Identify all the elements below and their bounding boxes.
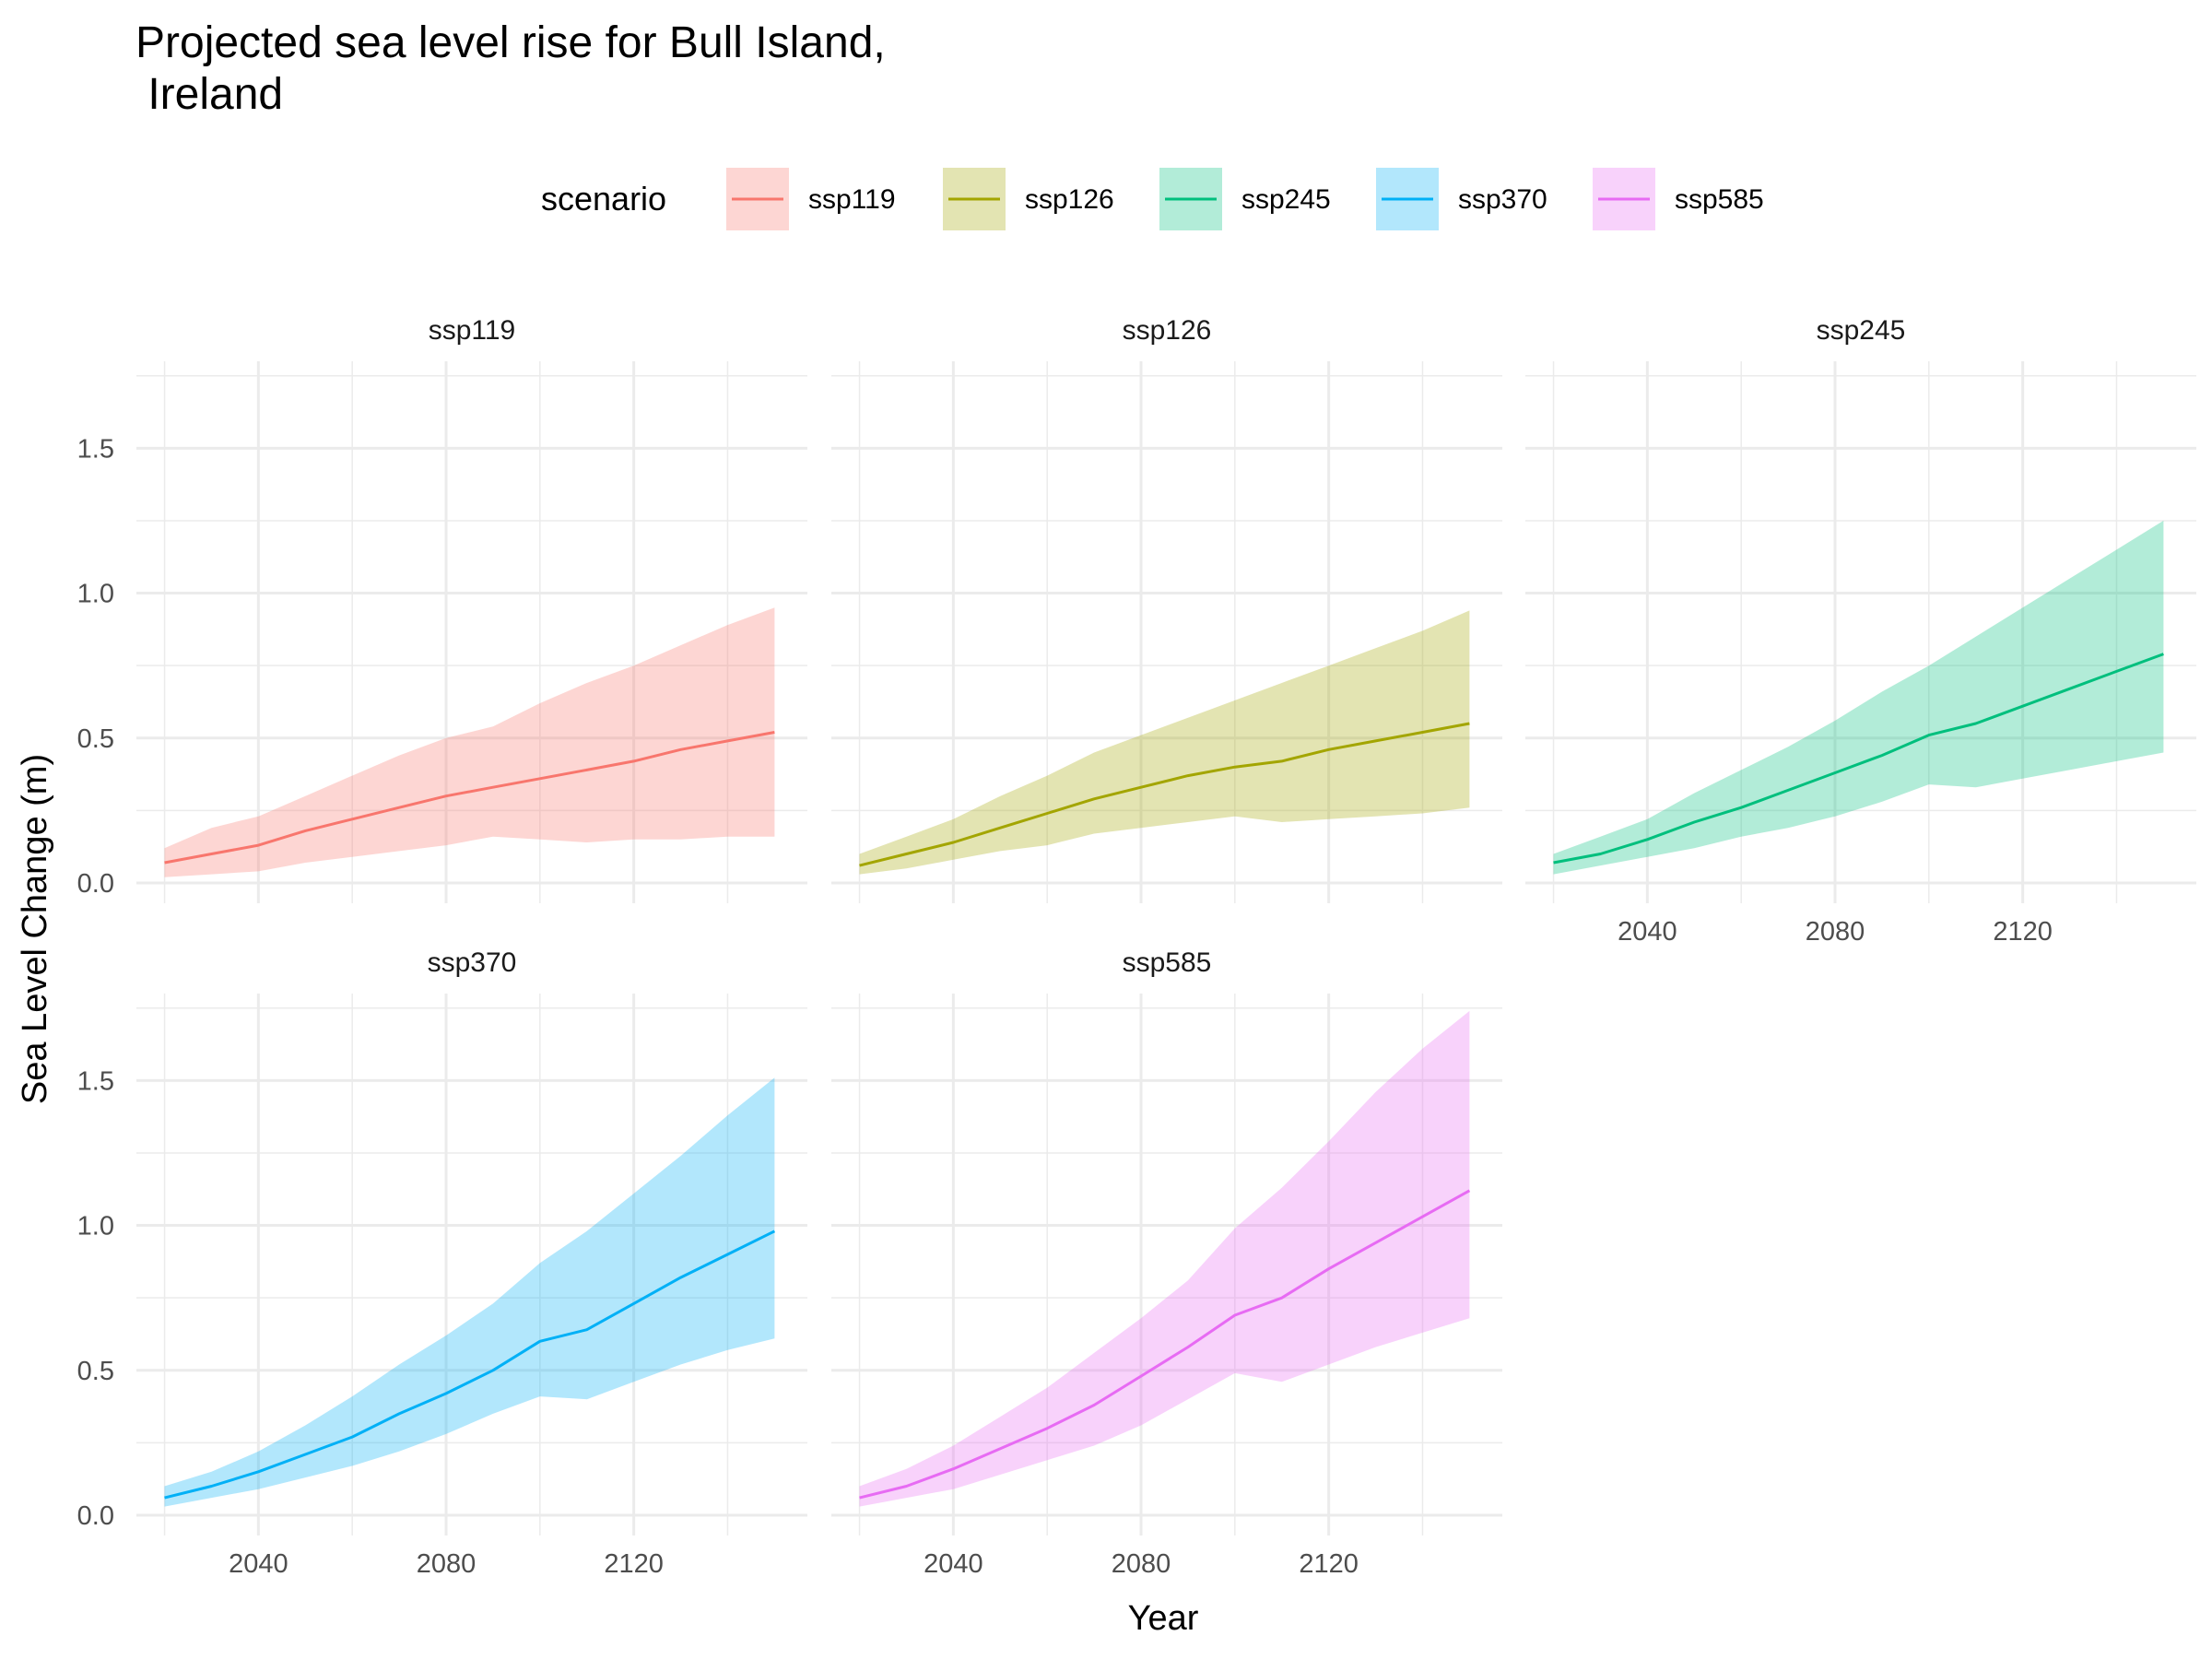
x-tick-label: 2080 — [1112, 1549, 1171, 1579]
x-tick-label: 2080 — [1806, 917, 1865, 947]
y-tick-label: 1.5 — [77, 434, 114, 464]
y-tick-label: 1.0 — [77, 580, 114, 609]
panel-strip-ssp370: ssp370 — [428, 947, 517, 978]
median-line-ssp126 — [859, 722, 1470, 867]
legend-label-ssp370: ssp370 — [1458, 184, 1547, 215]
chart-title-line-2: Ireland — [135, 70, 283, 119]
x-axis-title: Year — [1128, 1599, 1199, 1638]
y-tick-label: 1.5 — [77, 1066, 114, 1096]
y-tick-label: 0.0 — [77, 1501, 114, 1531]
legend-label-ssp245: ssp245 — [1241, 184, 1331, 215]
x-tick-label: 2040 — [229, 1549, 288, 1579]
y-tick-label: 1.0 — [77, 1212, 114, 1241]
median-line-ssp585 — [859, 1189, 1471, 1500]
panel-ssp119: ssp119 0.0 0.5 1.0 1.5 — [77, 315, 807, 903]
panel-ssp585: ssp585 2040 2080 2120 — [831, 947, 1502, 1579]
y-tick-label: 0.5 — [77, 1357, 114, 1386]
panel-strip-ssp245: ssp245 — [1817, 315, 1906, 346]
panel-strip-ssp126: ssp126 — [1123, 315, 1212, 346]
x-tick-label: 2080 — [417, 1549, 477, 1579]
panel-strip-ssp119: ssp119 — [429, 315, 516, 346]
median-line-ssp119 — [164, 731, 775, 865]
panel-ssp245: ssp245 2040 2080 2120 — [1525, 315, 2196, 947]
panel-strip-ssp585: ssp585 — [1123, 947, 1212, 978]
x-tick-label: 2040 — [1618, 917, 1677, 947]
x-tick-label: 2040 — [924, 1549, 983, 1579]
median-line-ssp245 — [1553, 653, 2164, 865]
legend-label-ssp126: ssp126 — [1025, 184, 1114, 215]
legend-title: scenario — [541, 180, 666, 218]
y-tick-label: 0.0 — [77, 869, 114, 899]
ribbon-ssp119 — [164, 607, 775, 877]
x-tick-label: 2120 — [604, 1549, 664, 1579]
panel-ssp126: ssp126 — [831, 315, 1502, 903]
y-axis-title: Sea Level Change (m) — [16, 754, 54, 1104]
median-line-ssp370 — [164, 1230, 776, 1500]
x-tick-label: 2120 — [1299, 1549, 1359, 1579]
facet-panels: ssp119 0.0 0.5 1.0 1.5 ssp126 ssp245 2040 2080 21… — [77, 315, 2196, 1579]
x-tick-label: 2120 — [1993, 917, 2053, 947]
legend-label-ssp119: ssp119 — [808, 184, 896, 215]
ribbon-ssp126 — [859, 610, 1470, 875]
chart-title-line-1: Projected sea level rise for Bull Island… — [135, 18, 886, 67]
panel-ssp370: ssp370 0.0 0.5 1.0 1.5 2040 2080 2120 — [77, 947, 807, 1579]
legend-label-ssp585: ssp585 — [1675, 184, 1764, 215]
legend: scenario ssp119 ssp126 ssp245 ssp370 ssp585 — [541, 168, 1764, 230]
y-tick-label: 0.5 — [77, 724, 114, 754]
ribbon-ssp245 — [1553, 520, 2164, 875]
